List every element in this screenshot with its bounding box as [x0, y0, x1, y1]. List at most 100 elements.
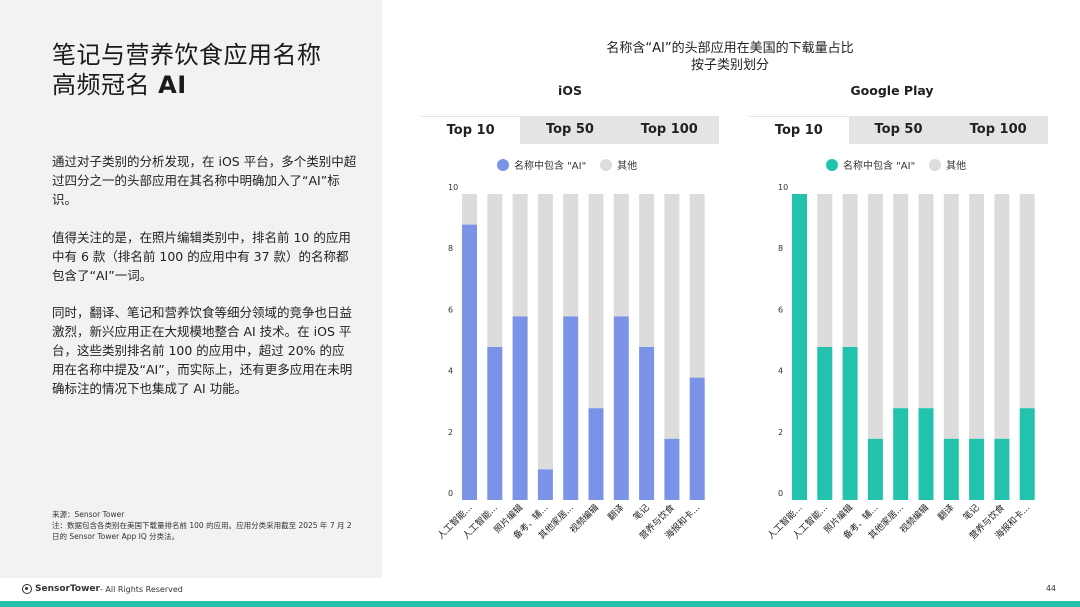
- ios-bar-ai-9: [689, 377, 705, 500]
- gp-ytick-0: 0: [778, 489, 783, 498]
- ios-legend-ai-swatch: [497, 158, 509, 171]
- title-line-2-prefix: 高频冠名: [52, 71, 159, 99]
- ios-bar-ai-4: [563, 316, 579, 500]
- paragraph-3: 同时，翻译、笔记和营养饮食等细分领域的竞争也日益激烈，新兴应用正在大规模地整合 …: [52, 305, 353, 396]
- gp-bar-other-1: [817, 194, 833, 347]
- ios-bar-ai-8: [664, 438, 680, 500]
- ios-legend-ai: 名称中包含 "AI": [497, 157, 586, 172]
- gp-bar-other-4: [893, 194, 909, 409]
- gp-bar-ai-9: [1019, 408, 1035, 500]
- ios-bar-other-1: [487, 194, 503, 347]
- ios-tab-top100[interactable]: Top 100: [640, 122, 698, 137]
- gp-xtick-6: 翻译: [936, 502, 957, 523]
- ios-bar-ai-1: [487, 347, 503, 500]
- footer-brand: SensorTower - All Rights Reserved: [22, 584, 183, 594]
- page-title: 笔记与营养饮食应用名称 高频冠名 AI: [52, 40, 322, 100]
- ios-bar-other-3: [537, 194, 553, 470]
- gp-bar-chart: 0246810人工智能...人工智能...照片编辑备考、辅...其他家居...视…: [765, 183, 1035, 542]
- gp-bar-ai-3: [867, 438, 883, 500]
- gp-tab-top50[interactable]: Top 50: [874, 122, 923, 137]
- ios-ytick-2: 2: [448, 428, 453, 437]
- gp-ytick-6: 6: [778, 305, 783, 314]
- ios-xtick-6: 翻译: [606, 502, 627, 523]
- ios-bar-ai-6: [613, 316, 629, 500]
- ios-legend-ai-label: 名称中包含 "AI": [514, 161, 587, 172]
- ios-bar-ai-5: [588, 408, 604, 500]
- gp-bar-ai-4: [893, 408, 909, 500]
- gp-ytick-2: 2: [778, 428, 783, 437]
- gp-bar-other-3: [867, 194, 883, 439]
- gp-legend-other-swatch: [929, 158, 942, 171]
- brand-name: SensorTower: [35, 584, 100, 594]
- ios-bar-ai-0: [462, 224, 477, 500]
- ios-ytick-10: 10: [448, 183, 458, 192]
- ios-bar-other-6: [613, 194, 629, 317]
- ios-tab-top50[interactable]: Top 50: [545, 122, 594, 137]
- chart-header-line-2: 按子类别划分: [690, 58, 769, 73]
- ios-bar-other-4: [563, 194, 579, 317]
- ios-bar-other-2: [512, 194, 528, 317]
- gp-bar-ai-6: [943, 438, 959, 500]
- paragraph-2: 值得关注的是，在照片编辑类别中，排名前 10 的应用中有 6 款（排名前 100…: [52, 230, 351, 283]
- gp-bar-other-2: [842, 194, 858, 347]
- ios-ytick-0: 0: [448, 489, 453, 498]
- ios-legend-other-label: 其他: [617, 161, 638, 172]
- gp-xtick-7: 笔记: [960, 502, 981, 523]
- ios-tab-top10[interactable]: Top 10: [421, 116, 521, 144]
- gp-legend-ai-label: 名称中包含 "AI": [843, 161, 916, 172]
- left-panel: [0, 0, 382, 578]
- gp-bar-ai-0: [792, 194, 807, 500]
- gp-tab-top100[interactable]: Top 100: [969, 122, 1027, 137]
- gp-tabs: Top 10 Top 50 Top 100: [749, 116, 1048, 144]
- ios-ytick-4: 4: [448, 367, 453, 376]
- gp-bar-other-7: [969, 194, 985, 439]
- ios-bar-chart: 0246810人工智能...人工智能...照片编辑备考、辅...其他家居...视…: [435, 183, 705, 542]
- ios-bar-other-5: [588, 194, 604, 409]
- ios-bar-other-9: [689, 194, 705, 378]
- ios-tabs: Top 10 Top 50 Top 100: [421, 116, 719, 144]
- ios-bar-other-7: [639, 194, 655, 347]
- title-line-2-bold: AI: [158, 71, 187, 99]
- title-line-2: 高频冠名 AI: [52, 70, 322, 100]
- chart-header-line-1: 名称含“AI”的头部应用在美国的下载量占比: [606, 41, 854, 56]
- ios-ytick-8: 8: [448, 244, 453, 253]
- ios-bar-ai-3: [537, 469, 553, 500]
- gp-bar-other-6: [943, 194, 959, 439]
- gp-bar-other-5: [918, 194, 934, 409]
- gp-ytick-4: 4: [778, 367, 783, 376]
- ios-bar-ai-2: [512, 316, 528, 500]
- title-line-1: 笔记与营养饮食应用名称: [52, 41, 322, 69]
- ios-legend-other: 其他: [600, 157, 637, 172]
- gp-platform-label: Google Play: [850, 83, 934, 98]
- gp-legend-other: 其他: [929, 157, 966, 172]
- ios-ytick-6: 6: [448, 305, 453, 314]
- chart-header: 名称含“AI”的头部应用在美国的下载量占比 按子类别划分: [500, 40, 960, 74]
- gp-legend: 名称中包含 "AI" 其他: [826, 157, 980, 172]
- gp-bar-ai-7: [969, 438, 985, 500]
- ios-platform-label: iOS: [558, 83, 582, 98]
- gp-bar-ai-8: [994, 438, 1010, 500]
- gp-legend-ai-swatch: [826, 158, 838, 171]
- source-note: 来源：Sensor Tower 注：数据包含各类别在美国下载量排名前 100 的…: [52, 509, 352, 542]
- source-line: 来源：Sensor Tower: [52, 510, 125, 519]
- ios-bar-other-8: [664, 194, 680, 439]
- gp-tab-top10[interactable]: Top 10: [749, 116, 849, 144]
- gp-bar-ai-5: [918, 408, 934, 500]
- ios-legend-other-swatch: [600, 158, 613, 171]
- bottom-accent-bar: [0, 601, 1080, 607]
- gp-bar-ai-2: [842, 347, 858, 500]
- ios-legend: 名称中包含 "AI" 其他: [497, 157, 651, 172]
- ios-xtick-7: 笔记: [630, 502, 651, 523]
- ios-bar-ai-7: [639, 347, 655, 500]
- gp-legend-ai: 名称中包含 "AI": [826, 157, 915, 172]
- gp-legend-other-label: 其他: [946, 161, 967, 172]
- gp-ytick-10: 10: [778, 183, 788, 192]
- note-line: 注：数据包含各类别在美国下载量排名前 100 的应用。应用分类采用截至 2025…: [52, 521, 352, 541]
- paragraph-1: 通过对子类别的分析发现，在 iOS 平台，多个类别中超过四分之一的头部应用在其名…: [52, 154, 357, 207]
- rights-text: - All Rights Reserved: [99, 584, 183, 594]
- gp-bar-ai-1: [817, 347, 833, 500]
- page-number: 44: [1045, 584, 1056, 593]
- gp-ytick-8: 8: [778, 244, 783, 253]
- gp-bar-other-9: [1019, 194, 1035, 409]
- gp-bar-other-8: [994, 194, 1010, 439]
